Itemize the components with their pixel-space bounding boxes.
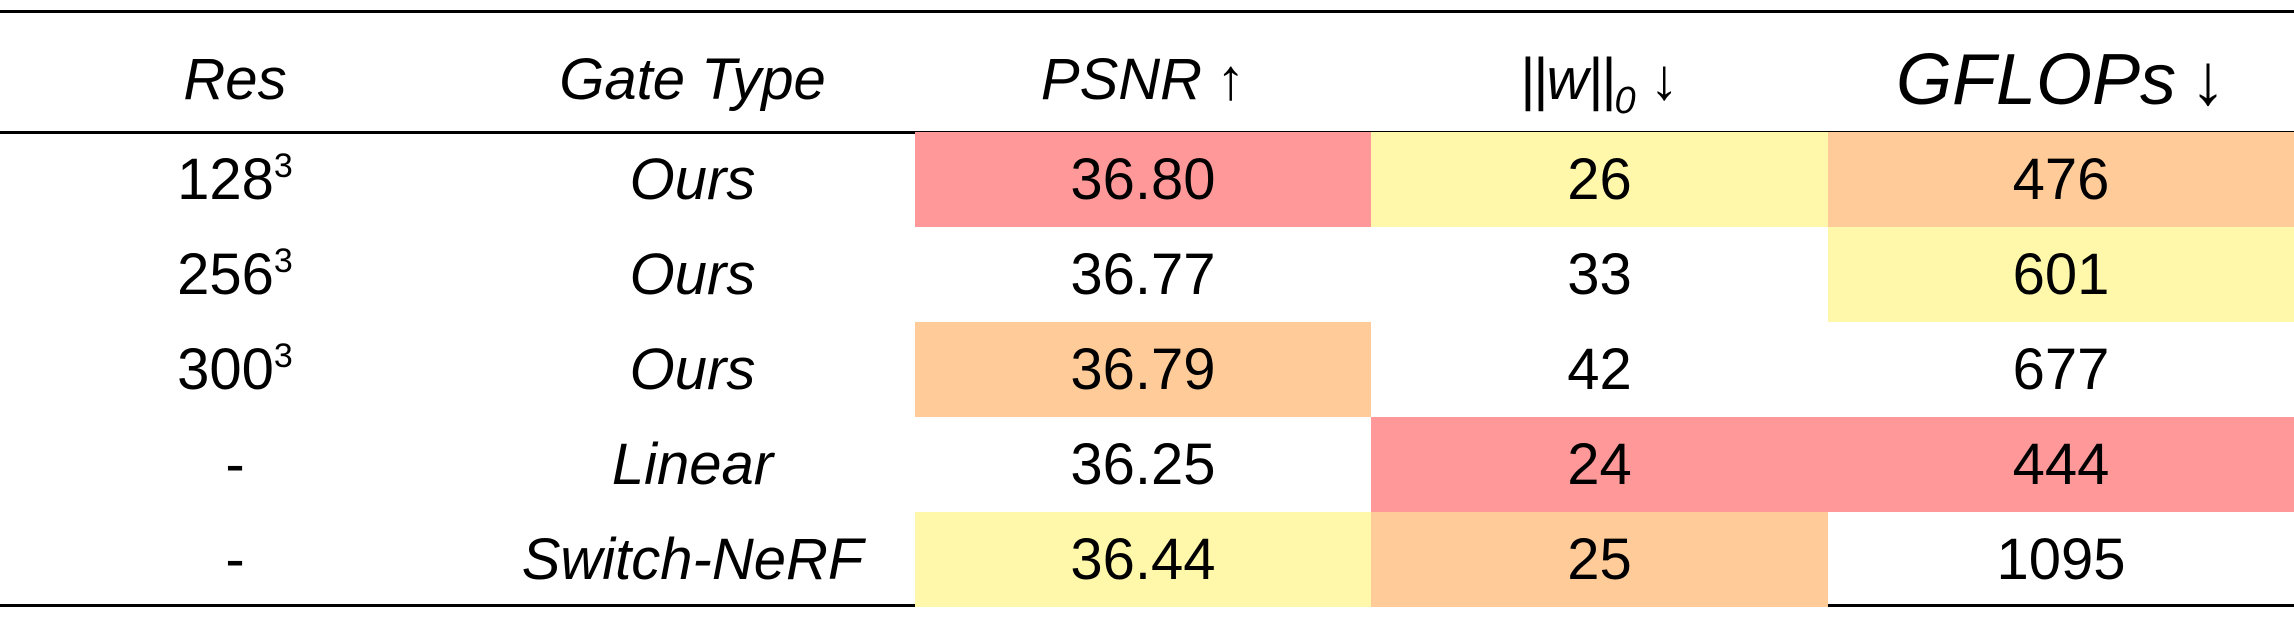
cell-gflops: 1095 — [1996, 527, 2126, 592]
cell-res: 2563 — [177, 242, 293, 307]
down-arrow-icon: ↓ — [2190, 39, 2227, 120]
down-arrow-icon: ↓ — [1649, 47, 1679, 112]
norm-variable: w — [1546, 47, 1589, 112]
cell-psnr: 36.80 — [915, 132, 1371, 227]
up-arrow-icon: ↑ — [1216, 47, 1246, 112]
cell-psnr: 36.77 — [1070, 242, 1216, 307]
table-row: - Switch-NeRF 36.44 25 1095 — [0, 512, 2294, 607]
cell-gate-type: Linear — [611, 432, 774, 497]
header-gate-type: Gate Type — [559, 47, 826, 112]
cell-psnr: 36.79 — [915, 322, 1371, 417]
cell-psnr: 36.44 — [915, 512, 1371, 607]
cell-psnr: 36.25 — [1070, 432, 1216, 497]
table-top-rule — [0, 10, 2294, 13]
cell-res: 3003 — [177, 337, 293, 402]
cell-w0: 42 — [1567, 337, 1632, 402]
norm-bars-left: || — [1520, 47, 1548, 112]
cell-w0: 26 — [1371, 132, 1828, 227]
cell-w0: 24 — [1371, 417, 1828, 512]
table-row: 1283 Ours 36.80 26 476 — [0, 132, 2294, 227]
cell-gate-type: Ours — [629, 337, 756, 402]
cell-gflops: 601 — [1828, 227, 2294, 322]
table-row: 2563 Ours 36.77 33 601 — [0, 227, 2294, 322]
cell-res: - — [225, 527, 245, 592]
cell-gflops: 476 — [1828, 132, 2294, 227]
table-row: 3003 Ours 36.79 42 677 — [0, 322, 2294, 417]
header-w0-norm: ||w||0 ↓ — [1371, 13, 1828, 132]
norm-subscript: 0 — [1614, 80, 1636, 122]
cell-gate-type: Switch-NeRF — [521, 527, 864, 592]
cell-gate-type: Ours — [629, 147, 756, 212]
header-psnr: PSNR ↑ — [1040, 47, 1246, 112]
table-row: - Linear 36.25 24 444 — [0, 417, 2294, 512]
cell-w0: 33 — [1567, 242, 1632, 307]
cell-res: 1283 — [177, 147, 293, 212]
cell-gflops: 677 — [2012, 337, 2110, 402]
header-gflops: GFLOPs ↓ — [1895, 39, 2227, 120]
cell-gate-type: Ours — [629, 242, 756, 307]
cell-w0: 25 — [1371, 512, 1828, 607]
cell-res: - — [225, 432, 245, 497]
cell-gflops: 444 — [1828, 417, 2294, 512]
results-table: Res Gate Type PSNR ↑ ||w||0 ↓ GFLOPs ↓ 1283… — [0, 13, 2294, 607]
header-row: Res Gate Type PSNR ↑ ||w||0 ↓ GFLOPs ↓ — [0, 13, 2294, 132]
header-res: Res — [183, 47, 287, 112]
norm-bars-right: || — [1588, 47, 1616, 112]
